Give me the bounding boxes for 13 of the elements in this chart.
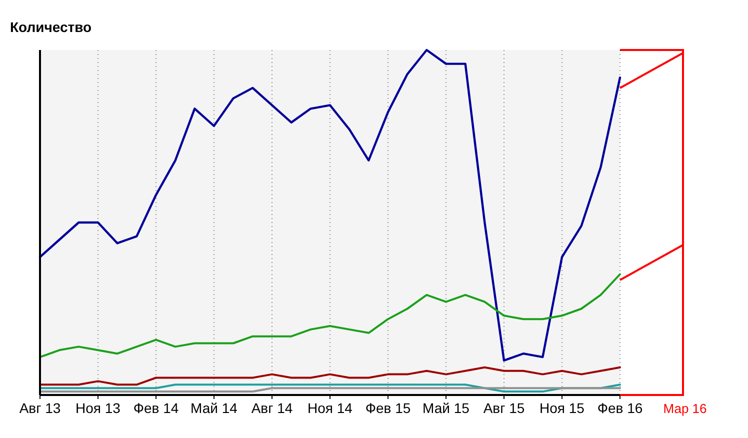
x-tick-label: Авг 13 <box>19 400 61 416</box>
text: Мар 16 <box>663 401 707 416</box>
x-tick-label: Фев 15 <box>365 400 411 416</box>
x-tick-label: Май 15 <box>422 400 470 416</box>
x-tick-label: Авг 14 <box>251 400 293 416</box>
y-axis-title: Количество <box>10 19 92 35</box>
x-tick-label: Ноя 13 <box>76 400 121 416</box>
x-tick-label: Фев 16 <box>597 400 643 416</box>
x-tick-label: Ноя 15 <box>540 400 585 416</box>
x-tick-label: Авг 15 <box>483 400 525 416</box>
x-tick-label: Ноя 14 <box>308 400 353 416</box>
x-tick-label: Фев 14 <box>133 400 179 416</box>
x-tick-label: Май 14 <box>190 400 238 416</box>
